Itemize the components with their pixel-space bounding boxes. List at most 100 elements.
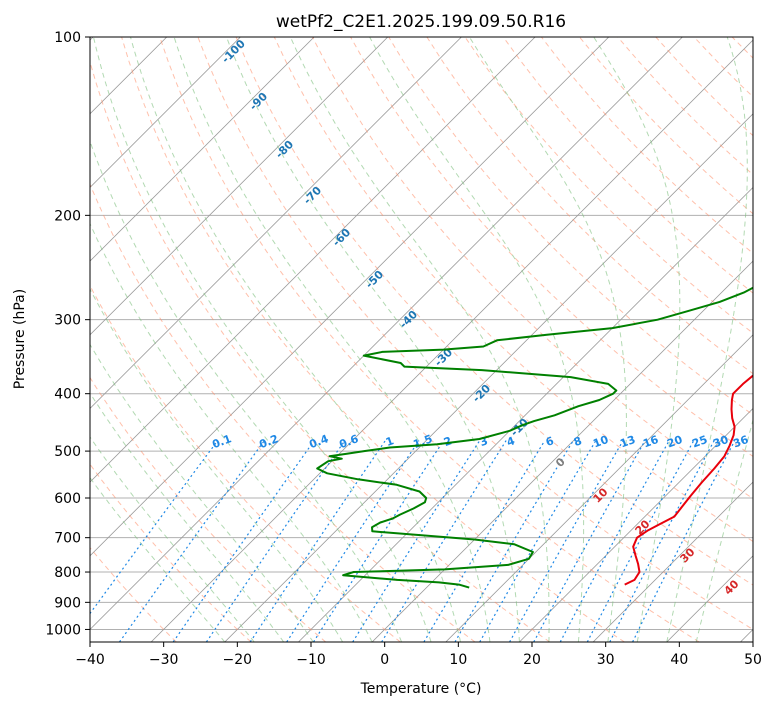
- moist-adiabat-line: [593, 37, 681, 642]
- y-tick-label: 900: [54, 595, 81, 611]
- dry-adiabat-line: [770, 37, 775, 642]
- isotherm-line: [90, 37, 241, 189]
- chart-title: wetPf2_C2E1.2025.199.09.50.R16: [276, 12, 566, 32]
- mixing-ratio-label: 4: [505, 434, 517, 449]
- mixing-ratio-label: 3: [478, 434, 490, 449]
- x-tick-label: −30: [149, 652, 179, 668]
- moist-adiabat-line: [90, 139, 403, 642]
- mixing-ratio-line: [533, 440, 646, 642]
- moist-adiabat-line: [130, 37, 461, 642]
- dry-adiabat-line: [90, 182, 476, 642]
- background-lines: [90, 37, 775, 642]
- dry-adiabat-line: [90, 60, 551, 642]
- profile-series: [316, 286, 753, 589]
- plot-background: [90, 37, 753, 642]
- dewpoint-profile: [316, 286, 753, 589]
- x-tick-label: 20: [523, 652, 541, 668]
- mixing-ratio-label: 0.2: [257, 432, 280, 451]
- y-tick-label: 100: [54, 30, 81, 46]
- mixing-ratio-label: 10: [591, 433, 610, 451]
- plot-frame: [89, 36, 754, 643]
- isotherm-line: [519, 407, 753, 642]
- dry-adiabat-line: [90, 463, 252, 642]
- y-tick-label: 800: [54, 565, 81, 581]
- y-axis-label: Pressure (hPa): [12, 289, 28, 389]
- moist-adiabat-line: [173, 37, 491, 642]
- mixing-ratio-line: [609, 440, 715, 642]
- mixing-ratio-label: 36: [731, 433, 750, 451]
- dry-adiabat-line: [235, 37, 753, 586]
- x-tick-label: 10: [449, 652, 467, 668]
- mixing-ratio-label: 13: [618, 433, 637, 450]
- dry-adiabat-line: [90, 284, 401, 642]
- dry-adiabat-line: [273, 37, 753, 543]
- moist-adiabat-line: [90, 222, 373, 642]
- x-tick-label: 0: [380, 652, 389, 668]
- y-tick-label: 600: [54, 491, 81, 507]
- y-tick-label: 500: [54, 444, 81, 460]
- x-tick-label: −20: [223, 652, 253, 668]
- x-tick-label: 40: [670, 652, 688, 668]
- y-axis: 100 200 300 400 500 600 700 800 900 1000: [45, 30, 90, 638]
- y-tick-label: 400: [54, 387, 81, 403]
- moist-adiabat-line: [226, 37, 520, 642]
- mixing-ratio-label: 0.6: [337, 432, 360, 451]
- mixing-ratio-line: [286, 440, 420, 642]
- mixing-ratio-line: [559, 440, 670, 642]
- mixing-ratio-label: 0.1: [210, 432, 233, 451]
- dry-adiabat-line: [90, 546, 177, 642]
- isotherm-line: [90, 37, 315, 262]
- y-tick-label: 300: [54, 313, 81, 329]
- isotherm-line: [90, 37, 610, 557]
- mixing-ratio-label: 0.4: [307, 432, 330, 451]
- y-tick-label: 1000: [45, 622, 81, 638]
- mixing-ratio-line: [312, 440, 445, 642]
- isotherm-line: [90, 37, 462, 410]
- moist-adiabat-line: [90, 343, 314, 642]
- mixing-ratio-line: [632, 440, 736, 642]
- x-tick-label: −10: [296, 652, 326, 668]
- mixing-ratio-line: [90, 440, 219, 615]
- isotherm-line: [90, 37, 683, 631]
- isotherm-line: [90, 37, 536, 483]
- moist-adiabat-line: [90, 436, 255, 642]
- x-tick-label: 50: [744, 652, 762, 668]
- x-axis-label: Temperature (°C): [360, 681, 482, 697]
- x-tick-label: −40: [75, 652, 105, 668]
- y-tick-label: 200: [54, 208, 81, 224]
- mixing-ratio-line: [423, 440, 546, 642]
- isotherm-line: [150, 39, 753, 642]
- moist-adiabat-line: [369, 37, 585, 642]
- moist-adiabat-line: [468, 37, 627, 642]
- moist-adiabat-line: [289, 37, 550, 642]
- dry-adiabat-line: [502, 37, 753, 294]
- mixing-ratio-label: 1: [384, 434, 396, 449]
- isotherm-line: [90, 37, 389, 336]
- isotherm-line: [371, 260, 753, 642]
- mixing-ratio-label: 20: [665, 433, 684, 451]
- moist-adiabat-line: [90, 476, 226, 642]
- mixing-ratio-label: 8: [572, 434, 584, 449]
- dry-adiabat-line: [388, 37, 753, 416]
- moist-adiabat-line: [90, 392, 285, 642]
- mixing-ratio-line: [586, 440, 695, 642]
- x-tick-label: 30: [597, 652, 615, 668]
- mixing-ratio-label: 6: [544, 434, 556, 449]
- mixing-ratio-label: 25: [690, 433, 709, 450]
- isotherm-line: [445, 334, 753, 642]
- isotherm-line: [224, 113, 753, 642]
- dry-adiabat-line: [121, 37, 625, 642]
- moist-adiabat-line: [90, 288, 344, 642]
- mixing-ratio-label: 2: [442, 434, 454, 449]
- dry-adiabat-line: [197, 37, 753, 630]
- mixing-ratio-line: [381, 440, 507, 642]
- dry-adiabat-line: [159, 37, 700, 642]
- temperature-profile: [624, 374, 753, 586]
- mixing-ratio-label: 16: [641, 433, 660, 451]
- isotherm-line: [592, 481, 753, 642]
- moist-adiabat-line: [93, 37, 432, 642]
- y-tick-label: 700: [54, 531, 81, 547]
- mixing-ratio-label: 30: [711, 433, 730, 451]
- x-axis: −40 −30 −20 −10 0 10 20 30 40 50: [75, 642, 762, 668]
